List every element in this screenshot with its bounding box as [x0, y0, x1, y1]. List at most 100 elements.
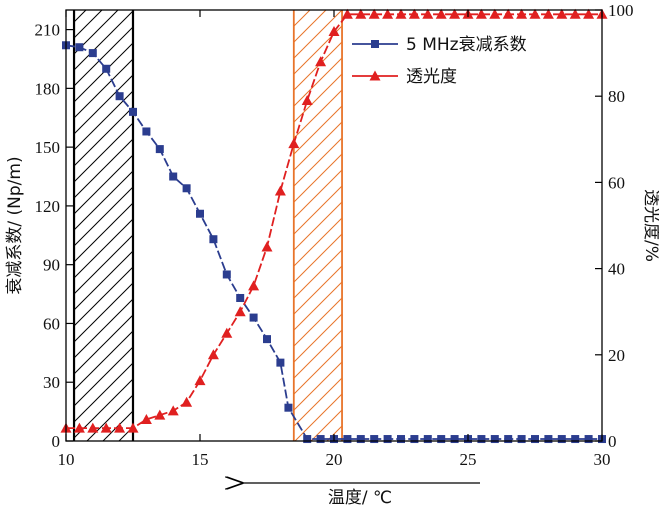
- legend-label-0: 5 MHz衰减系数: [406, 35, 527, 55]
- series-0-point-13: [236, 293, 245, 302]
- series-0-point-12: [222, 270, 231, 279]
- series-0-point-6: [142, 127, 151, 136]
- x-tick-label-1: 15: [192, 450, 209, 469]
- series-1-point-33: [502, 8, 514, 19]
- series-1-point-31: [475, 8, 487, 19]
- series-1-point-38: [569, 8, 581, 19]
- series-layer: [60, 8, 608, 444]
- y-right-tick-label-2: 40: [608, 260, 625, 279]
- series-line-0: [65, 44, 602, 440]
- series-0-point-9: [182, 184, 191, 193]
- hatched-region-1: [293, 10, 343, 441]
- series-0-point-1: [75, 43, 84, 52]
- series-0-point-2: [88, 49, 97, 58]
- series-0-point-11: [209, 235, 218, 244]
- y-right-tick-label-4: 80: [608, 87, 625, 106]
- series-1-point-9: [181, 396, 193, 407]
- series-0-point-34: [517, 435, 526, 444]
- y-left-tick-label-7: 210: [35, 21, 61, 40]
- series-1-point-10: [194, 375, 206, 386]
- series-1-point-27: [422, 8, 434, 19]
- series-0-point-25: [397, 435, 405, 444]
- series-1-point-1: [73, 422, 85, 433]
- series-0-point-32: [490, 435, 499, 444]
- y-left-tick-label-0: 0: [52, 432, 61, 451]
- series-1-point-14: [248, 280, 260, 291]
- series-0-point-10: [196, 209, 204, 218]
- series-1-point-19: [315, 56, 327, 67]
- y-right-tick-label-3: 60: [608, 173, 625, 192]
- series-0-point-14: [249, 313, 258, 322]
- series-0-point-27: [423, 435, 432, 444]
- legend-marker-1: [369, 70, 381, 81]
- hatched-regions: [72, 10, 343, 441]
- y-right-tick-label-1: 20: [608, 346, 625, 365]
- series-1-point-11: [207, 349, 219, 360]
- series-1-point-7: [154, 409, 166, 420]
- series-1-point-12: [221, 327, 233, 338]
- series-0-point-5: [129, 107, 137, 116]
- series-1-point-8: [167, 405, 179, 416]
- series-1-point-25: [395, 8, 407, 19]
- x-axis-title: 温度/ ℃: [328, 488, 392, 508]
- series-1-point-13: [234, 306, 246, 317]
- series-1-point-32: [489, 8, 501, 19]
- series-0-point-35: [531, 435, 539, 444]
- series-0-point-17: [284, 403, 293, 412]
- series-1-point-23: [368, 8, 380, 19]
- series-1-point-28: [435, 8, 447, 19]
- series-0-point-16: [276, 358, 285, 367]
- series-1-point-26: [408, 8, 420, 19]
- series-1-point-18: [301, 95, 313, 106]
- legend-marker-0: [371, 40, 379, 48]
- series-0-point-36: [544, 435, 553, 444]
- series-1-point-29: [449, 8, 461, 19]
- series-0-point-26: [410, 435, 419, 444]
- axes: 10 15 20 25 30030609012015018021002040608010…: [5, 1, 659, 508]
- x-tick-label-4: 30: [594, 450, 611, 469]
- y-right-tick-label-5: 100: [608, 1, 634, 20]
- series-0-point-38: [571, 435, 580, 444]
- x-tick-label-0: 10: [58, 450, 75, 469]
- y-left-tick-label-3: 90: [43, 256, 60, 275]
- y-left-tick-label-6: 180: [35, 79, 61, 98]
- x-tick-label-3: 25: [460, 450, 477, 469]
- hatched-region-0: [74, 10, 133, 441]
- series-1-point-4: [114, 422, 126, 433]
- series-1-point-35: [529, 8, 541, 19]
- series-1-point-3: [100, 422, 112, 433]
- y-right-axis-title: 透光度/%: [641, 189, 659, 262]
- series-0-point-29: [450, 435, 459, 444]
- series-1-point-39: [583, 8, 595, 19]
- y-left-tick-label-4: 120: [35, 197, 61, 216]
- series-0-point-15: [263, 335, 271, 344]
- series-1-point-37: [556, 8, 568, 19]
- series-0-point-19: [316, 435, 325, 444]
- series-0-point-31: [477, 435, 486, 444]
- series-0-point-39: [584, 435, 593, 444]
- series-0-point-3: [102, 64, 111, 73]
- y-left-tick-label-1: 30: [43, 373, 60, 392]
- series-0-point-28: [437, 435, 446, 444]
- series-0-point-24: [383, 435, 392, 444]
- y-left-tick-label-2: 60: [43, 314, 60, 333]
- series-1-point-6: [140, 413, 152, 424]
- series-0-point-22: [356, 435, 365, 444]
- legend-label-1: 透光度: [406, 67, 457, 87]
- series-1-point-21: [341, 8, 353, 19]
- series-1-point-5: [127, 422, 139, 433]
- series-0-point-4: [115, 92, 124, 101]
- series-1-point-2: [87, 422, 99, 433]
- series-0-point-33: [504, 435, 513, 444]
- series-1-point-20: [328, 26, 340, 37]
- series-1-point-24: [382, 8, 394, 19]
- series-0-point-18: [303, 435, 312, 444]
- series-1-point-16: [274, 185, 286, 196]
- series-1-point-34: [516, 8, 528, 19]
- series-0-point-23: [370, 435, 379, 444]
- series-1-point-15: [261, 241, 273, 252]
- y-right-tick-label-0: 0: [608, 432, 617, 451]
- series-0-point-21: [343, 435, 352, 444]
